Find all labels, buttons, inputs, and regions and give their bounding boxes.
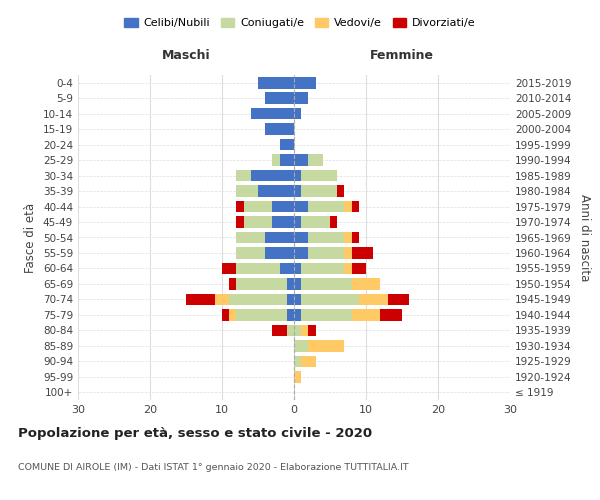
Bar — [294, 294, 301, 305]
Bar — [294, 278, 301, 289]
Bar — [301, 170, 337, 181]
Bar — [352, 309, 380, 320]
Bar — [344, 200, 352, 212]
Bar — [280, 139, 294, 150]
Bar — [294, 232, 308, 243]
Bar — [287, 294, 294, 305]
Bar — [236, 170, 251, 181]
Bar — [308, 154, 323, 166]
Bar — [344, 247, 352, 259]
Bar — [294, 154, 308, 166]
Bar — [294, 186, 301, 197]
Bar — [344, 232, 352, 243]
Bar — [265, 124, 294, 135]
Bar — [301, 309, 352, 320]
Bar — [244, 216, 272, 228]
Text: COMUNE DI AIROLE (IM) - Dati ISTAT 1° gennaio 2020 - Elaborazione TUTTITALIA.IT: COMUNE DI AIROLE (IM) - Dati ISTAT 1° ge… — [18, 462, 409, 471]
Bar — [272, 200, 294, 212]
Bar — [251, 108, 294, 120]
Bar — [308, 232, 344, 243]
Bar — [337, 186, 344, 197]
Bar — [236, 262, 280, 274]
Bar — [352, 200, 359, 212]
Bar — [301, 216, 330, 228]
Bar — [294, 200, 308, 212]
Bar — [294, 309, 301, 320]
Bar — [272, 216, 294, 228]
Bar — [294, 262, 301, 274]
Bar — [287, 309, 294, 320]
Legend: Celibi/Nubili, Coniugati/e, Vedovi/e, Divorziati/e: Celibi/Nubili, Coniugati/e, Vedovi/e, Di… — [120, 13, 480, 32]
Bar — [330, 216, 337, 228]
Bar — [359, 294, 388, 305]
Bar — [294, 170, 301, 181]
Bar — [258, 77, 294, 88]
Bar — [294, 108, 301, 120]
Text: Maschi: Maschi — [161, 49, 211, 62]
Bar — [388, 294, 409, 305]
Bar — [265, 247, 294, 259]
Bar — [301, 262, 344, 274]
Bar — [265, 232, 294, 243]
Bar — [236, 278, 287, 289]
Bar — [236, 309, 287, 320]
Bar — [294, 371, 301, 382]
Bar — [294, 247, 308, 259]
Bar — [308, 200, 344, 212]
Bar — [236, 200, 244, 212]
Bar — [294, 77, 316, 88]
Bar — [229, 278, 236, 289]
Bar — [236, 216, 244, 228]
Bar — [272, 324, 287, 336]
Bar — [301, 278, 352, 289]
Y-axis label: Anni di nascita: Anni di nascita — [578, 194, 591, 281]
Bar — [301, 186, 337, 197]
Bar — [352, 247, 373, 259]
Bar — [244, 200, 272, 212]
Bar — [344, 262, 352, 274]
Bar — [236, 232, 265, 243]
Bar — [308, 247, 344, 259]
Bar — [258, 186, 294, 197]
Bar — [236, 186, 258, 197]
Bar — [222, 262, 236, 274]
Bar — [294, 216, 301, 228]
Bar — [301, 356, 316, 367]
Text: Popolazione per età, sesso e stato civile - 2020: Popolazione per età, sesso e stato civil… — [18, 428, 372, 440]
Bar — [301, 324, 308, 336]
Bar — [301, 294, 359, 305]
Text: Femmine: Femmine — [370, 49, 434, 62]
Bar — [287, 278, 294, 289]
Bar — [222, 309, 229, 320]
Y-axis label: Fasce di età: Fasce di età — [25, 202, 37, 272]
Bar — [352, 278, 380, 289]
Bar — [308, 340, 344, 351]
Bar — [352, 262, 366, 274]
Bar — [272, 154, 280, 166]
Bar — [280, 262, 294, 274]
Bar — [186, 294, 215, 305]
Bar — [229, 294, 287, 305]
Bar — [265, 92, 294, 104]
Bar — [236, 247, 265, 259]
Bar — [308, 324, 316, 336]
Bar — [229, 309, 236, 320]
Bar — [294, 340, 308, 351]
Bar — [294, 324, 301, 336]
Bar — [294, 92, 308, 104]
Bar — [251, 170, 294, 181]
Bar — [294, 356, 301, 367]
Bar — [352, 232, 359, 243]
Bar — [280, 154, 294, 166]
Bar — [215, 294, 229, 305]
Bar — [380, 309, 402, 320]
Bar — [287, 324, 294, 336]
